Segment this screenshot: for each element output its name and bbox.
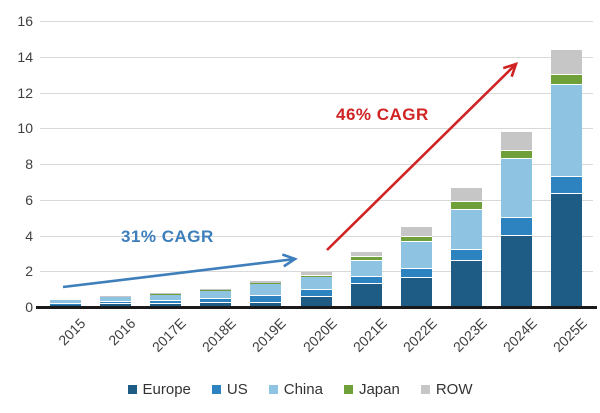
bar-segment-2019E-china — [250, 283, 282, 297]
bar-segment-2018E-us — [200, 299, 232, 304]
legend-label-japan: Japan — [358, 381, 400, 398]
x-tick-label-2021E: 2021E — [349, 315, 390, 355]
bar-segment-2019E-japan — [250, 282, 282, 284]
x-axis-line — [36, 306, 597, 309]
x-tick-label-2018E: 2018E — [199, 315, 240, 355]
x-tick-label-2023E: 2023E — [449, 315, 490, 355]
bar-segment-2023E-europe — [450, 260, 482, 307]
bar-segment-2017E-row — [150, 293, 182, 294]
gridline — [40, 128, 593, 130]
cagr-46-label: 46% CAGR — [336, 105, 429, 124]
bar-segment-2019E-row — [250, 281, 282, 283]
bar-segment-2020E-china — [300, 276, 332, 291]
bar-segment-2021E-europe — [350, 283, 382, 307]
bar-segment-2020E-europe — [300, 297, 332, 307]
bar-segment-2022E-europe — [400, 278, 432, 307]
bar-segment-2018E-row — [200, 289, 232, 290]
legend-item-us: US — [211, 381, 248, 398]
bar-segment-2021E-row — [350, 251, 382, 257]
bar-segment-2025E-us — [551, 176, 582, 195]
bar-segment-2017E-china — [150, 293, 182, 301]
cagr-31-label: 31% CAGR — [121, 227, 214, 246]
gridline — [40, 92, 593, 94]
row-swatch-icon — [420, 385, 430, 394]
y-tick-label: 14 — [17, 48, 33, 65]
legend-item-europe: Europe — [127, 381, 191, 398]
gridline — [40, 21, 593, 22]
bar-segment-2017E-us — [150, 300, 182, 304]
bar-segment-2017E-europe — [150, 303, 182, 307]
bar-segment-2023E-us — [450, 249, 482, 261]
x-tick-label-2016: 2016 — [105, 315, 139, 349]
bar-segment-2021E-japan — [350, 256, 382, 261]
bar-segment-2020E-japan — [300, 276, 332, 277]
y-tick-label: 12 — [17, 84, 33, 101]
x-tick-label-2020E: 2020E — [299, 315, 340, 355]
bar-segment-2022E-us — [400, 268, 432, 279]
x-tick-label-2019E: 2019E — [249, 315, 290, 355]
bar-segment-2025E-japan — [551, 74, 582, 86]
bar-segment-2019E-europe — [250, 302, 282, 307]
bar-segment-2018E-europe — [200, 303, 232, 307]
legend-label-europe: Europe — [142, 381, 191, 398]
bar-segment-2022E-japan — [400, 236, 432, 242]
china-swatch-icon — [268, 385, 278, 394]
bar-segment-2020E-us — [300, 290, 332, 298]
bar-segment-2021E-us — [350, 276, 382, 284]
legend-item-row: ROW — [420, 381, 473, 398]
y-tick-label: 8 — [25, 156, 33, 172]
legend-item-japan: Japan — [343, 381, 400, 398]
gridline — [40, 164, 593, 165]
bar-segment-2025E-china — [551, 85, 582, 177]
x-tick-label-2015: 2015 — [55, 315, 89, 349]
japan-swatch-icon — [343, 385, 353, 394]
x-tick-label-2024E: 2024E — [499, 315, 540, 355]
bar-segment-2015-china — [50, 300, 81, 304]
bar-segment-2023E-china — [450, 209, 482, 250]
bar-segment-2024E-china — [500, 158, 532, 218]
bar-segment-2019E-us — [250, 296, 282, 303]
bar-segment-2024E-europe — [500, 235, 532, 307]
bar-segment-2024E-japan — [500, 151, 532, 159]
y-tick-label: 6 — [25, 191, 33, 208]
bar-segment-2022E-china — [400, 241, 432, 269]
bar-segment-2016-europe — [100, 304, 132, 307]
legend-item-china: China — [268, 381, 323, 398]
gridline — [40, 235, 593, 237]
x-tick-label-2025E: 2025E — [549, 315, 590, 355]
bar-segment-2023E-japan — [450, 202, 482, 210]
bar-segment-2020E-row — [300, 271, 332, 277]
bar-segment-2024E-row — [500, 131, 532, 152]
gridline — [40, 199, 593, 201]
y-tick-label: 10 — [17, 120, 33, 137]
bar-segment-2021E-china — [350, 260, 382, 277]
legend-label-us: US — [226, 381, 248, 398]
bar-segment-2023E-row — [450, 188, 482, 203]
bar-segment-2016-us — [100, 301, 132, 305]
legend-label-china: China — [283, 381, 323, 398]
europe-swatch-icon — [127, 385, 137, 394]
bar-segment-2016-china — [100, 296, 132, 302]
us-swatch-icon — [211, 385, 221, 394]
bar-segment-2015-us — [50, 303, 81, 306]
y-tick-label: 2 — [25, 263, 33, 280]
gridline — [40, 56, 593, 58]
legend-label-row: ROW — [435, 381, 473, 398]
x-tick-label-2017E: 2017E — [149, 315, 190, 355]
bar-segment-2025E-europe — [551, 194, 582, 307]
y-tick-label: 16 — [17, 13, 33, 29]
bar-segment-2024E-us — [500, 217, 532, 236]
y-tick-label: 4 — [25, 227, 33, 244]
bar-segment-2025E-row — [551, 49, 582, 75]
bar-segment-2018E-china — [200, 290, 232, 300]
x-tick-label-2022E: 2022E — [399, 315, 440, 355]
legend: Europe US China Japan ROW — [0, 381, 600, 398]
y-tick-label: 0 — [25, 299, 33, 315]
bar-segment-2022E-row — [400, 226, 432, 237]
